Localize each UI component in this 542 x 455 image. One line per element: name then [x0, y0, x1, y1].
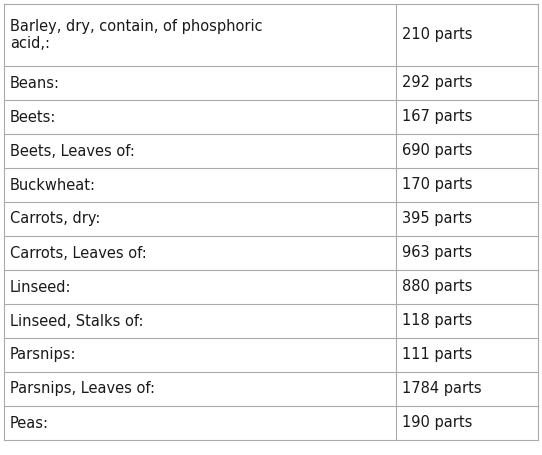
Text: Parsnips, Leaves of:: Parsnips, Leaves of:	[10, 381, 155, 396]
Text: Peas:: Peas:	[10, 415, 49, 430]
Text: Barley, dry, contain, of phosphoric
acid,:: Barley, dry, contain, of phosphoric acid…	[10, 19, 263, 51]
Text: Beans:: Beans:	[10, 76, 60, 91]
Text: 118 parts: 118 parts	[403, 313, 473, 329]
Text: Parsnips:: Parsnips:	[10, 348, 76, 363]
Text: Linseed, Stalks of:: Linseed, Stalks of:	[10, 313, 144, 329]
Text: Beets:: Beets:	[10, 110, 56, 125]
Text: 210 parts: 210 parts	[403, 27, 473, 42]
Text: 167 parts: 167 parts	[403, 110, 473, 125]
Text: 880 parts: 880 parts	[403, 279, 473, 294]
Text: 1784 parts: 1784 parts	[403, 381, 482, 396]
Text: Linseed:: Linseed:	[10, 279, 72, 294]
Text: 963 parts: 963 parts	[403, 246, 473, 261]
Text: Buckwheat:: Buckwheat:	[10, 177, 96, 192]
Text: 395 parts: 395 parts	[403, 212, 473, 227]
Text: 170 parts: 170 parts	[403, 177, 473, 192]
Text: Carrots, dry:: Carrots, dry:	[10, 212, 100, 227]
Text: 190 parts: 190 parts	[403, 415, 473, 430]
Text: Carrots, Leaves of:: Carrots, Leaves of:	[10, 246, 147, 261]
Text: 690 parts: 690 parts	[403, 143, 473, 158]
Text: 292 parts: 292 parts	[403, 76, 473, 91]
Text: 111 parts: 111 parts	[403, 348, 473, 363]
Text: Beets, Leaves of:: Beets, Leaves of:	[10, 143, 135, 158]
